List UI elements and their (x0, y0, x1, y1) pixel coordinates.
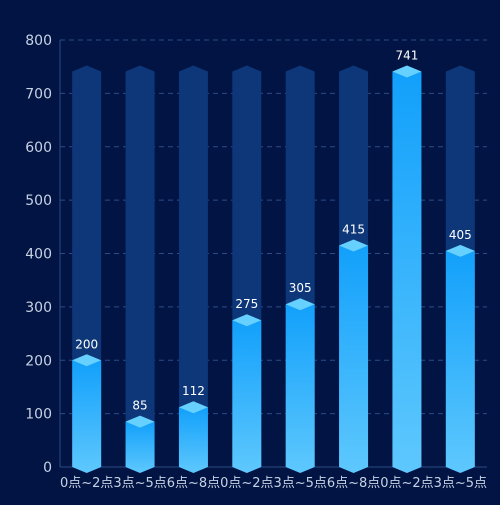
y-tick-label: 700 (25, 86, 52, 102)
data-label: 275 (235, 297, 258, 311)
bar (285, 304, 315, 473)
x-tick-label: 0点~2点 (220, 476, 273, 491)
data-labels: 200 85 112 275 305 415 741 405 (75, 48, 472, 412)
bar-track (178, 65, 208, 474)
grid-lines (60, 39, 487, 415)
y-tick-label: 500 (25, 193, 52, 209)
bar-cap (392, 65, 422, 78)
data-label: 200 (75, 337, 98, 351)
data-label: 405 (449, 228, 472, 242)
x-tick-labels: 0点~2点 3点~5点 6点~8点 0点~2点 3点~5点 6点~8点 0点~2点 3点~5点 (60, 476, 487, 491)
data-label: 85 (132, 399, 147, 413)
x-tick-label: 0点~2点 (60, 476, 113, 491)
bar (392, 71, 422, 474)
bar-cap (339, 239, 369, 252)
x-tick-label: 6点~8点 (327, 476, 380, 491)
bar (232, 320, 262, 473)
bar-track (125, 65, 155, 474)
y-tick-label: 400 (25, 247, 52, 263)
bars (72, 65, 475, 474)
bar (445, 250, 475, 473)
bar (125, 421, 155, 473)
data-label: 305 (289, 281, 312, 295)
bar-cap (178, 401, 208, 414)
x-tick-label: 3点~5点 (113, 476, 166, 491)
bar-cap (125, 415, 155, 428)
y-tick-label: 300 (25, 300, 52, 316)
y-tick-label: 0 (43, 460, 52, 476)
bar-cap (445, 244, 475, 257)
x-tick-label: 0点~2点 (380, 476, 433, 491)
bar-cap (232, 314, 262, 327)
data-label: 741 (395, 48, 418, 62)
x-tick-label: 3点~5点 (273, 476, 326, 491)
y-tick-label: 200 (25, 353, 52, 369)
x-tick-label: 3点~5点 (434, 476, 487, 491)
x-tick-label: 6点~8点 (167, 476, 220, 491)
data-label: 415 (342, 222, 365, 236)
bar (339, 245, 369, 473)
y-tick-labels: 0 100 200 300 400 500 600 700 800 (25, 33, 52, 476)
bar (178, 407, 208, 473)
y-tick-label: 100 (25, 407, 52, 423)
bar-cap (285, 298, 315, 311)
y-tick-label: 600 (25, 140, 52, 156)
bar (72, 360, 102, 473)
data-label: 112 (182, 384, 205, 398)
bar-cap (72, 354, 102, 367)
y-tick-label: 800 (25, 33, 52, 49)
